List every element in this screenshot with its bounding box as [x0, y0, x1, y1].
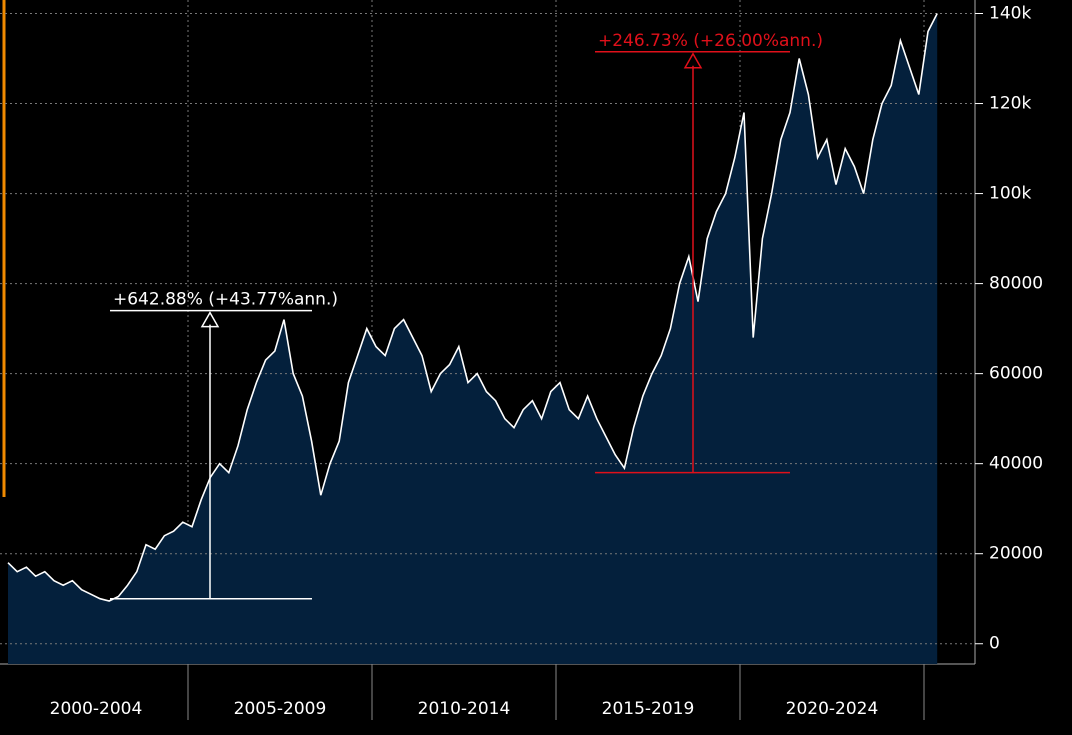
x-tick-label: 2005-2009: [234, 699, 327, 719]
annotation-label: +246.73% (+26.00%ann.): [598, 31, 823, 51]
price-line: [7, 13, 938, 602]
y-tick-label: 0: [989, 634, 1000, 654]
x-tick-label: 2010-2014: [418, 699, 511, 719]
y-tick-label: 20000: [989, 544, 1043, 564]
annotation-arrowhead: [683, 52, 703, 69]
x-tick-label: 2020-2024: [786, 699, 879, 719]
x-tick-label: 2000-2004: [50, 699, 143, 719]
area-fill: [8, 13, 938, 664]
y-tick-label: 80000: [989, 274, 1043, 294]
x-tick-label: 2015-2019: [602, 699, 695, 719]
y-tick-label: 40000: [989, 454, 1043, 474]
y-tick-label: 60000: [989, 364, 1043, 384]
y-tick-label: 120k: [989, 94, 1031, 114]
annotation-arrowhead: [200, 311, 220, 328]
annotation-label: +642.88% (+43.77%ann.): [113, 290, 338, 310]
y-tick-label: 140k: [989, 4, 1031, 24]
y-tick-label: 100k: [989, 184, 1031, 204]
